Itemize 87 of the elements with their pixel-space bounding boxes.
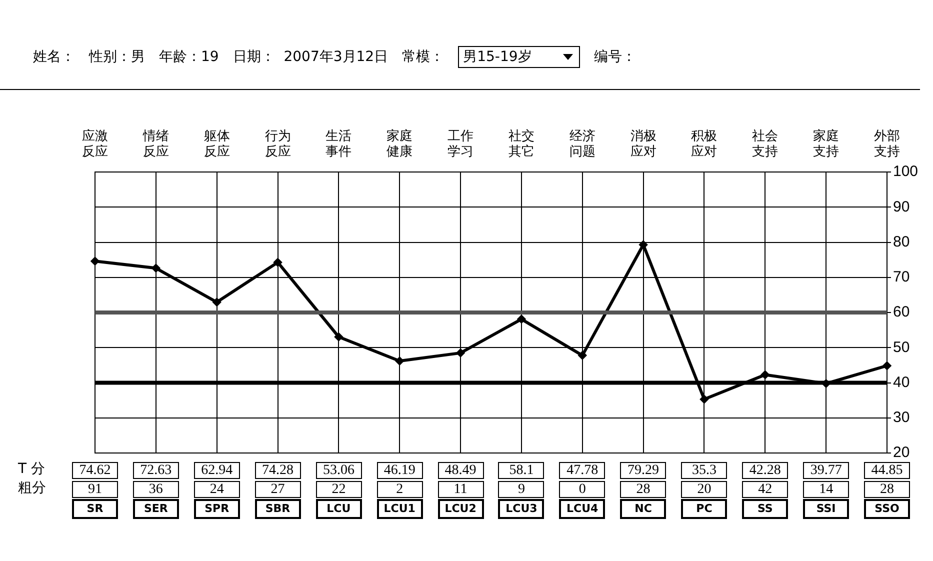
text: 20 [681,481,728,498]
y-tick-label: 40 [893,374,910,391]
text: 9 [498,481,544,498]
text: 11 [438,481,484,498]
text: 0 [559,481,606,498]
y-tick-label: 90 [893,198,910,216]
text: 年龄：19 [159,48,219,66]
text: 28 [864,481,910,498]
point [639,240,648,249]
data-label: 62.94 [194,462,240,479]
data-label: 72.63 [132,462,179,479]
data-label: 48.49 [438,462,484,479]
data-label: 35.3 [681,462,728,479]
text: SPR [194,499,240,519]
text: 粗分 [18,479,46,497]
text: LCU2 [438,499,484,519]
text: 91 [72,481,118,498]
point [578,351,586,360]
x-tick-label: 社会支持 [752,128,778,160]
x-tick-label: 消极应对 [630,128,656,160]
point [274,258,282,266]
data-label: 47.78 [559,462,606,479]
text: LCU1 [376,499,423,519]
point [91,257,99,266]
text: 24 [194,481,240,498]
data-label: 74.28 [254,462,301,479]
x-tick-label: 情绪反应 [142,128,169,160]
text: NC [620,499,666,519]
x-tick-label: 家庭健康 [386,128,413,160]
point [334,332,343,341]
point [883,362,891,370]
point [396,357,404,366]
text: SBR [254,499,301,519]
data-label: 46.19 [376,462,423,479]
y-tick-label: 70 [893,268,910,286]
text: 42 [742,481,788,498]
point [212,298,221,306]
data-label: 53.06 [316,462,362,479]
y-tick-label: 20 [893,444,910,462]
x-tick-label: 家庭支持 [813,128,840,160]
y-tick-label: 100 [893,163,918,180]
x-tick-label: 外部支持 [874,128,900,160]
point [152,264,160,272]
text: SER [132,499,179,519]
data-label: 74.62 [72,462,118,479]
x-tick-label: 行为反应 [264,128,291,160]
text: SR [72,499,118,519]
data-label: 42.28 [742,462,788,479]
data-label: 39.77 [803,462,850,479]
text: 27 [254,481,301,498]
data-label: 44.85 [864,462,910,479]
x-tick-label: 积极应对 [691,128,718,160]
data-label: 58.1 [498,462,544,479]
text: 28 [620,481,666,498]
y-tick-label: 60 [893,304,910,321]
y-tick-label: 50 [893,338,910,356]
x-tick-label: 工作学习 [448,128,474,160]
data-label: 79.29 [620,462,666,479]
x-tick-label: 生活事件 [326,128,352,160]
text: 36 [132,481,179,498]
text: 日期： 2007年3月12日 [232,48,388,66]
x-tick-label: 经济问题 [569,128,596,160]
text: 22 [316,481,362,498]
point [456,348,465,357]
text: 男15-19岁 [463,48,532,66]
text: 性别：男 [89,48,145,66]
x-tick-label: 社交其它 [508,128,534,160]
text: T 分 [18,460,46,478]
y-tick-label: 30 [893,409,910,426]
text: 2 [376,481,423,498]
x-tick-label: 躯体反应 [204,128,230,160]
text: SS [742,499,788,519]
text: LCU4 [559,499,606,519]
x-tick-label: 应激反应 [82,128,108,160]
text: 14 [803,481,850,498]
point [700,395,708,404]
y-tick-label: 80 [893,233,910,250]
text: LCU3 [498,499,544,519]
text: 常模： [402,48,444,66]
text: SSI [803,499,850,519]
text: 编号： [594,48,636,66]
point [517,315,526,324]
text: LCU [316,499,362,519]
text: PC [681,499,728,519]
text: 姓名： [33,48,75,66]
text: SSO [864,499,910,519]
point [761,370,770,379]
